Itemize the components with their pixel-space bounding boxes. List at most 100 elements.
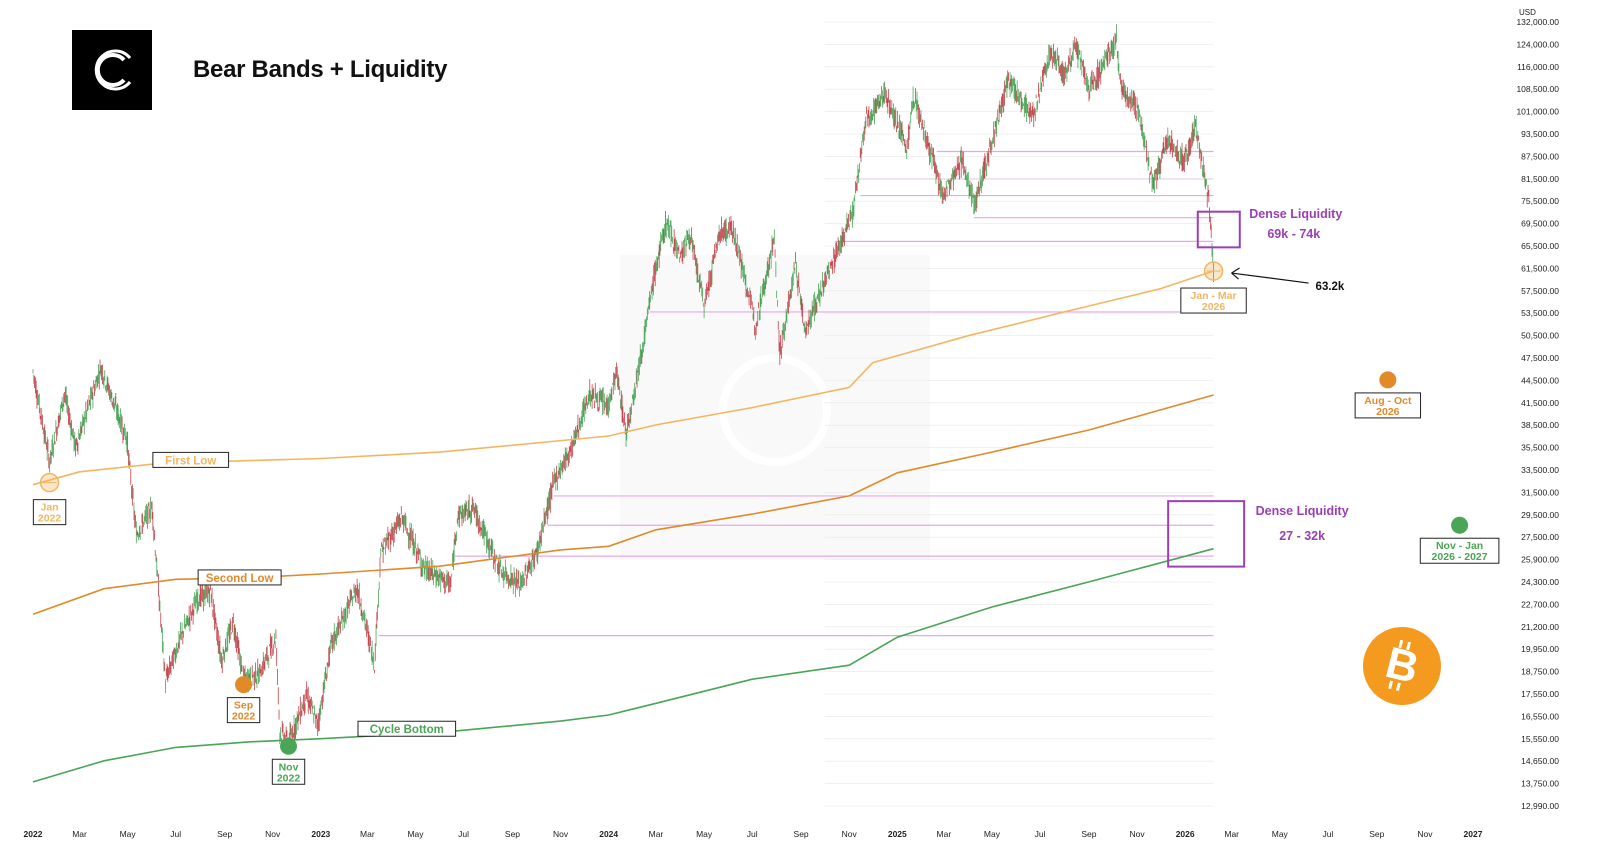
y-tick-label: 17,550.00 xyxy=(1521,689,1559,699)
x-tick-label: Jul xyxy=(458,829,469,839)
y-tick-label: 132,000.00 xyxy=(1516,17,1559,27)
liquidity-zone-range: 69k - 74k xyxy=(1267,227,1320,241)
y-tick-label: 31,500.00 xyxy=(1521,487,1559,497)
x-tick-label: Nov xyxy=(1129,829,1145,839)
y-tick-label: 44,500.00 xyxy=(1521,375,1559,385)
x-tick-label: Jul xyxy=(747,829,758,839)
event-label-line2: 2026 - 2027 xyxy=(1432,551,1488,563)
event-label-line2: 2022 xyxy=(277,772,301,784)
x-tick-label: May xyxy=(984,829,1001,839)
watermark-panel xyxy=(620,255,930,560)
y-tick-label: 116,000.00 xyxy=(1517,62,1559,72)
y-tick-label: 61,500.00 xyxy=(1521,263,1559,273)
x-tick-label: May xyxy=(120,829,137,839)
bitcoin-icon: B xyxy=(1363,627,1441,705)
y-tick-label: 35,500.00 xyxy=(1521,443,1559,453)
event-label-box xyxy=(271,758,306,785)
annotation-arrowhead xyxy=(1231,267,1240,280)
liquidity-zone-range: 27 - 32k xyxy=(1279,529,1325,543)
event-marker-dot xyxy=(1451,516,1469,534)
x-tick-label: 2024 xyxy=(599,829,618,839)
y-tick-label: 22,700.00 xyxy=(1521,599,1559,609)
y-tick-label: 29,500.00 xyxy=(1521,510,1559,520)
y-tick-label: 65,500.00 xyxy=(1521,241,1559,251)
x-tick-label: May xyxy=(1272,829,1289,839)
y-tick-label: 24,300.00 xyxy=(1521,577,1559,587)
event-marker-dot xyxy=(235,676,253,694)
event-label-line2: 2026 xyxy=(1376,406,1400,418)
event-label-box xyxy=(1419,537,1500,564)
liquidity-zone-box xyxy=(1196,210,1241,249)
x-tick-label: Sep xyxy=(217,829,232,839)
x-tick-label: 2022 xyxy=(24,829,43,839)
event-label-box xyxy=(32,499,67,526)
y-tick-label: 15,550.00 xyxy=(1521,734,1559,744)
y-tick-label: 12,990.00 xyxy=(1521,801,1559,811)
x-tick-label: Mar xyxy=(72,829,87,839)
x-tick-label: Jul xyxy=(170,829,181,839)
event-label-line2: 2022 xyxy=(232,711,256,723)
watermark-logo xyxy=(719,354,831,466)
x-tick-label: 2027 xyxy=(1464,829,1483,839)
x-tick-label: Jul xyxy=(1322,829,1333,839)
band-label: Cycle Bottom xyxy=(370,724,444,736)
event-label-box xyxy=(1180,287,1247,314)
event-label-line1: Aug - Oct xyxy=(1364,395,1412,407)
event-label-line2: 2026 xyxy=(1202,301,1226,313)
y-tick-label: 38,500.00 xyxy=(1521,420,1559,430)
liquidity-zone-box xyxy=(1167,500,1246,568)
y-tick-label: 101,000.00 xyxy=(1516,107,1559,117)
x-tick-label: Mar xyxy=(1224,829,1239,839)
x-tick-label: Sep xyxy=(794,829,809,839)
liquidity-zone-title: Dense Liquidity xyxy=(1249,207,1342,221)
x-tick-label: Mar xyxy=(360,829,375,839)
y-tick-label: 87,500.00 xyxy=(1521,151,1559,161)
event-label-line2: 2022 xyxy=(38,513,62,525)
event-marker-dot xyxy=(1379,371,1397,389)
x-tick-label: Nov xyxy=(1417,829,1433,839)
x-tick-label: Sep xyxy=(505,829,520,839)
y-tick-label: 25,900.00 xyxy=(1521,555,1559,565)
event-label-line1: Jan - Mar xyxy=(1190,290,1236,302)
x-tick-label: May xyxy=(696,829,713,839)
band-label-box xyxy=(357,720,457,737)
y-tick-label: 47,500.00 xyxy=(1521,353,1559,363)
y-tick-label: 93,500.00 xyxy=(1521,129,1559,139)
y-tick-label: 16,550.00 xyxy=(1521,711,1559,721)
y-tick-label: 41,500.00 xyxy=(1521,398,1559,408)
y-tick-label: 75,500.00 xyxy=(1521,196,1559,206)
y-tick-label: 14,650.00 xyxy=(1521,756,1559,766)
y-tick-label: 21,200.00 xyxy=(1521,622,1559,632)
y-tick-label: 13,750.00 xyxy=(1521,779,1559,789)
x-tick-label: Sep xyxy=(1369,829,1384,839)
chart-title: Bear Bands + Liquidity xyxy=(193,56,448,83)
annotation-arrow xyxy=(1231,272,1309,284)
y-tick-label: 108,500.00 xyxy=(1516,84,1559,94)
x-tick-label: Jul xyxy=(1035,829,1046,839)
band-label-box xyxy=(152,451,230,468)
y-tick-label: 19,950.00 xyxy=(1521,644,1559,654)
y-tick-label: 69,500.00 xyxy=(1521,219,1559,229)
event-label-box xyxy=(1354,392,1422,419)
event-label-line1: Nov - Jan xyxy=(1436,540,1483,552)
y-tick-label: 57,500.00 xyxy=(1521,286,1559,296)
x-tick-label: Nov xyxy=(842,829,858,839)
y-tick-label: 18,750.00 xyxy=(1521,667,1559,677)
band-line xyxy=(32,547,1214,783)
x-tick-label: 2023 xyxy=(311,829,330,839)
event-label-line1: Nov xyxy=(279,761,299,773)
event-label-box xyxy=(226,697,261,724)
y-tick-label: 50,500.00 xyxy=(1521,331,1559,341)
band-label: Second Low xyxy=(206,573,274,585)
x-tick-label: 2026 xyxy=(1176,829,1195,839)
x-tick-label: Mar xyxy=(649,829,664,839)
y-tick-label: 33,500.00 xyxy=(1521,465,1559,475)
y-tick-label: 27,500.00 xyxy=(1521,532,1559,542)
event-label-line1: Sep xyxy=(234,700,253,712)
x-tick-label: May xyxy=(407,829,424,839)
annotation-label: 63.2k xyxy=(1316,281,1345,293)
x-tick-label: Nov xyxy=(265,829,281,839)
liquidity-zone-title: Dense Liquidity xyxy=(1256,504,1349,518)
svg-text:B: B xyxy=(1381,638,1424,693)
